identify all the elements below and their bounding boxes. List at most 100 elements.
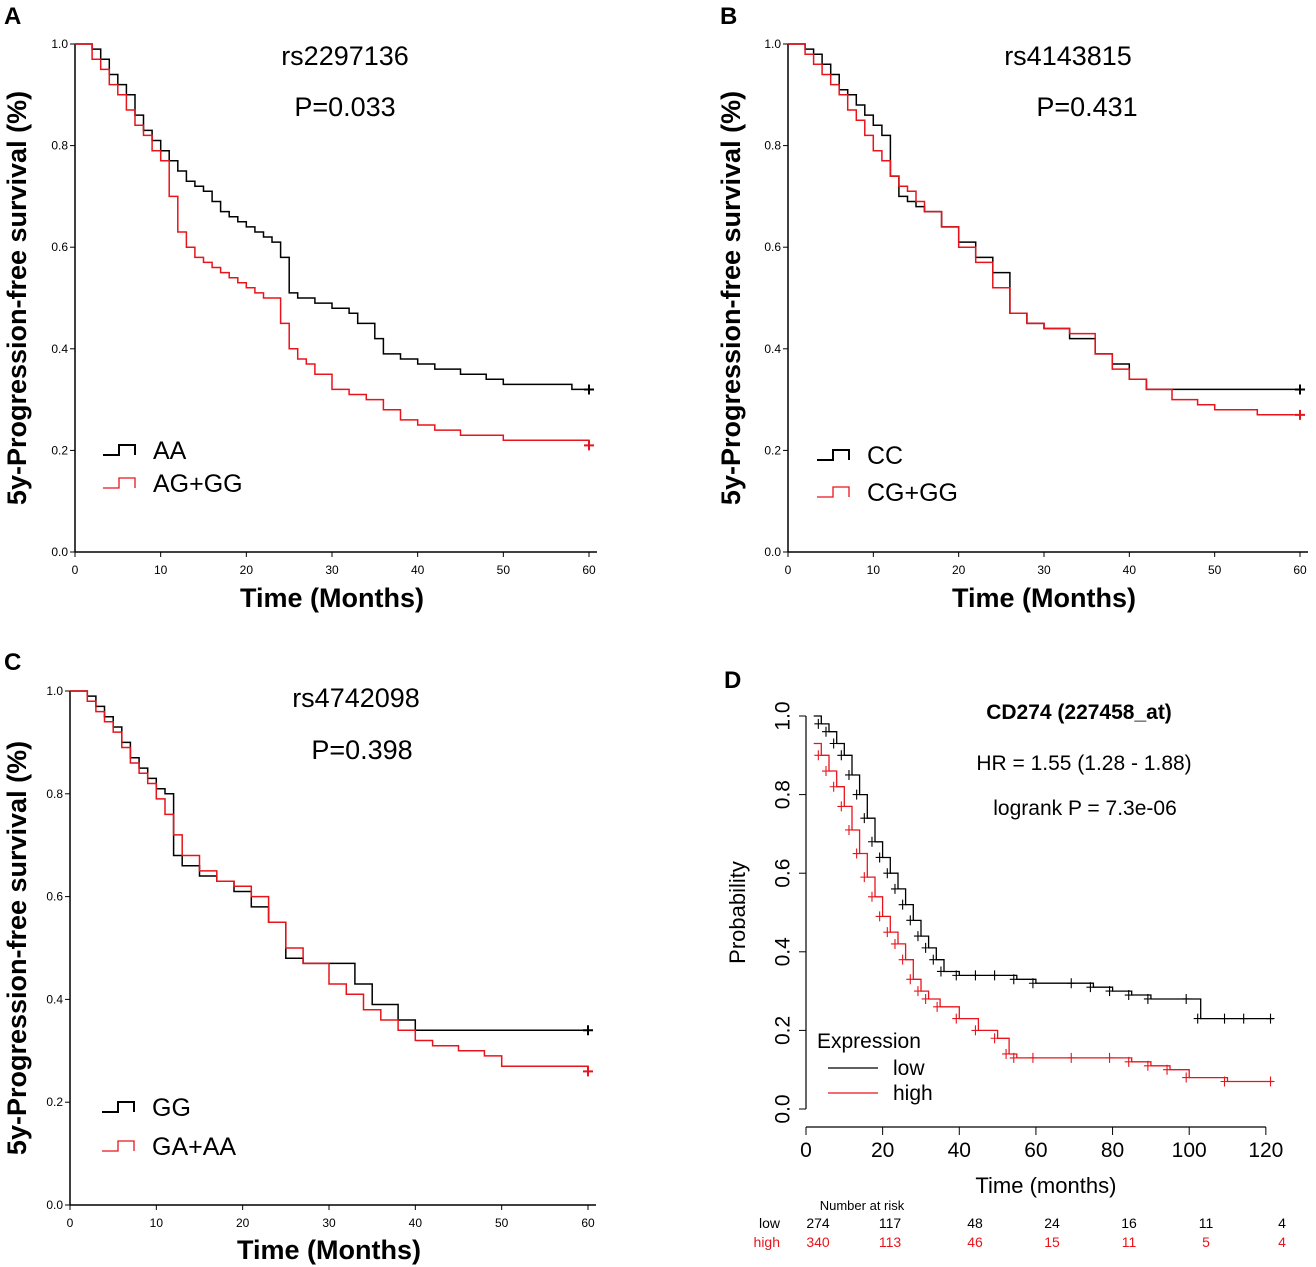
y-tick-label: 0.6 <box>764 240 781 254</box>
x-tick-label: 10 <box>867 563 881 577</box>
x-tick-label: 40 <box>411 563 425 577</box>
y-tick-label: 0.8 <box>771 780 794 809</box>
y-tick-label: 1.0 <box>51 37 68 51</box>
risk-table-title: Number at risk <box>820 1198 905 1213</box>
legend-label: high <box>893 1082 933 1105</box>
y-axis-title: 5y-Progression-free survival (%) <box>2 741 32 1155</box>
risk-value: 4 <box>1278 1215 1286 1231</box>
x-tick-label: 60 <box>1293 563 1307 577</box>
x-axis-title: Time (Months) <box>237 1235 421 1265</box>
y-tick-label: 0.4 <box>51 342 68 356</box>
x-tick-label: 80 <box>1101 1139 1124 1162</box>
censor-mark <box>1295 409 1305 420</box>
p-value-annotation: P=0.033 <box>294 92 395 122</box>
x-axis-title: Time (Months) <box>240 583 424 613</box>
x-tick-label: 10 <box>150 1216 164 1230</box>
y-tick-label: 0.2 <box>51 443 68 457</box>
x-tick-label: 30 <box>325 563 339 577</box>
y-tick-label: 0.4 <box>46 992 63 1006</box>
y-tick-label: 0.4 <box>771 937 794 967</box>
x-tick-label: 20 <box>871 1139 894 1162</box>
y-tick-label: 0.0 <box>51 545 68 559</box>
x-tick-label: 100 <box>1172 1139 1207 1162</box>
risk-value: 16 <box>1121 1215 1137 1231</box>
y-tick-label: 0.2 <box>46 1095 63 1109</box>
logrank-p-annotation: logrank P = 7.3e-06 <box>993 797 1177 820</box>
legend-label: CG+GG <box>867 479 958 507</box>
x-tick-label: 50 <box>497 563 511 577</box>
censor-mark <box>584 440 594 451</box>
censor-mark <box>583 1025 593 1036</box>
risk-value: 11 <box>1199 1215 1214 1231</box>
x-tick-label: 30 <box>322 1216 336 1230</box>
y-tick-label: 0.6 <box>771 859 794 888</box>
censor-marks-low <box>814 718 1275 1024</box>
x-tick-label: 50 <box>1208 563 1222 577</box>
x-tick-label: 50 <box>495 1216 509 1230</box>
risk-value: 48 <box>967 1215 983 1231</box>
legend-title: Expression <box>817 1030 921 1053</box>
x-tick-label: 40 <box>1123 563 1137 577</box>
panel-c: C 0 10 20 30 40 50 60 0.0 0.2 0.4 0.6 0.8 1.0 Time (Mo… <box>2 649 596 1265</box>
legend-swatch <box>103 477 136 489</box>
risk-value: 117 <box>879 1215 902 1231</box>
x-tick-label: 0 <box>785 563 792 577</box>
y-tick-label: 0.8 <box>46 787 63 801</box>
censor-mark <box>583 1066 593 1077</box>
legend-swatch <box>102 1101 135 1113</box>
p-value-annotation: P=0.431 <box>1036 92 1137 122</box>
legend-swatch <box>817 449 850 461</box>
panel-b: B 0 10 20 30 40 50 60 0.0 0.2 0.4 0.6 0.8 1.0 Time (Mo… <box>716 3 1308 613</box>
risk-value: 113 <box>879 1234 902 1250</box>
chart-title: rs2297136 <box>281 41 409 71</box>
x-tick-label: 120 <box>1248 1139 1283 1162</box>
risk-value: 11 <box>1122 1234 1137 1250</box>
x-tick-label: 30 <box>1037 563 1051 577</box>
legend-swatch <box>102 1140 135 1152</box>
panel-a: A 0 10 20 30 40 50 60 0.0 0.2 0.4 0.6 0.8 1.0 Time (Mo… <box>2 3 597 613</box>
risk-value: 24 <box>1044 1215 1060 1231</box>
x-tick-label: 60 <box>1024 1139 1047 1162</box>
x-tick-label: 0 <box>67 1216 74 1230</box>
series-line-gg <box>70 690 588 1031</box>
y-tick-label: 0.0 <box>764 545 781 559</box>
censor-mark <box>584 384 594 395</box>
x-tick-label: 40 <box>409 1216 423 1230</box>
legend-label: GA+AA <box>152 1133 236 1161</box>
x-tick-label: 0 <box>72 563 79 577</box>
chart-title: rs4143815 <box>1004 41 1132 71</box>
legend-swatch <box>103 444 136 456</box>
censor-marks-high <box>814 750 1275 1087</box>
series-line-aa <box>75 43 589 391</box>
panel-letter: C <box>4 649 21 676</box>
y-axis-title: 5y-Progression-free survival (%) <box>716 91 746 505</box>
panel-letter: B <box>720 3 737 30</box>
panel-d: D 0 20 40 60 80 100 120 0.0 0.2 0.4 0.6 0.8 1.0 Time (… <box>724 667 1286 1250</box>
risk-value: 4 <box>1278 1234 1286 1250</box>
chart-title: CD274 (227458_at) <box>986 701 1172 724</box>
legend-label: AG+GG <box>153 470 243 498</box>
series-line-cg-gg <box>788 43 1300 416</box>
series-line-low <box>813 715 1274 1020</box>
y-tick-label: 0.0 <box>46 1198 63 1212</box>
x-tick-label: 20 <box>240 563 254 577</box>
series-line-ag-gg <box>75 43 590 446</box>
y-axis-title: Probability <box>725 861 750 964</box>
y-tick-label: 0.6 <box>46 890 63 904</box>
y-tick-label: 0.2 <box>771 1016 794 1045</box>
x-tick-label: 20 <box>236 1216 250 1230</box>
legend-label: low <box>893 1057 925 1080</box>
x-tick-label: 60 <box>581 1216 595 1230</box>
y-tick-label: 0.6 <box>51 240 68 254</box>
y-tick-label: 0.0 <box>771 1094 794 1123</box>
legend-label: GG <box>152 1094 191 1122</box>
y-tick-label: 0.4 <box>764 342 781 356</box>
risk-row-label: low <box>759 1215 781 1231</box>
legend-label: AA <box>153 437 187 465</box>
legend-label: CC <box>867 442 903 470</box>
risk-row-label: high <box>754 1234 780 1250</box>
risk-value: 5 <box>1202 1234 1210 1250</box>
panel-letter: D <box>724 667 741 694</box>
risk-value: 274 <box>806 1215 830 1231</box>
